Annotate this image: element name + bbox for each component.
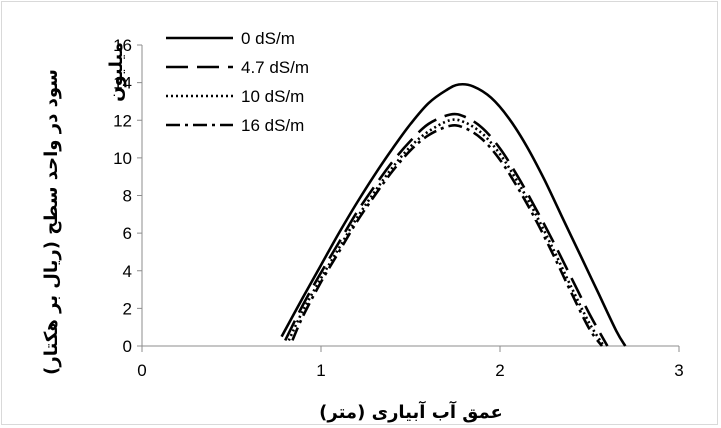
legend: 0 dS/m 4.7 dS/m 10 dS/m 16 dS/m: [166, 29, 309, 135]
plot-series: [280, 82, 627, 347]
x-tick-label: 2: [495, 361, 504, 380]
y-tick-label: 0: [123, 337, 132, 356]
y-tick-label: 2: [123, 299, 132, 318]
x-tick-label: 1: [316, 361, 325, 380]
y-tick-label: 6: [123, 224, 132, 243]
series-line-4: [291, 124, 604, 347]
legend-label-3: 10 dS/m: [241, 87, 304, 106]
y-tick-label: 12: [113, 111, 132, 130]
y-tick-label: 16: [113, 36, 132, 55]
y-tick-label: 4: [123, 262, 132, 281]
x-tick-label: 0: [137, 361, 146, 380]
series-line-3: [287, 118, 605, 347]
series-line-2: [284, 112, 609, 347]
x-tick-label: 3: [674, 361, 683, 380]
y-axis-title: سود در واحد سطح (ریال بر هکتار): [41, 69, 62, 375]
x-axis-title: عمق آب آبیاری (متر): [319, 400, 503, 423]
y-tick-label: 14: [113, 74, 132, 93]
y-axis-unit: میلیون: [106, 42, 127, 102]
legend-label-1: 0 dS/m: [241, 29, 295, 48]
series-line-1: [280, 82, 627, 347]
y-tick-label: 8: [123, 187, 132, 206]
y-tick-label: 10: [113, 149, 132, 168]
legend-label-2: 4.7 dS/m: [241, 58, 309, 77]
x-axis: 0 1 2 3: [137, 345, 684, 380]
legend-label-4: 16 dS/m: [241, 116, 304, 135]
y-axis: 0 2 4 6 8 10 12 14 16: [113, 36, 143, 356]
